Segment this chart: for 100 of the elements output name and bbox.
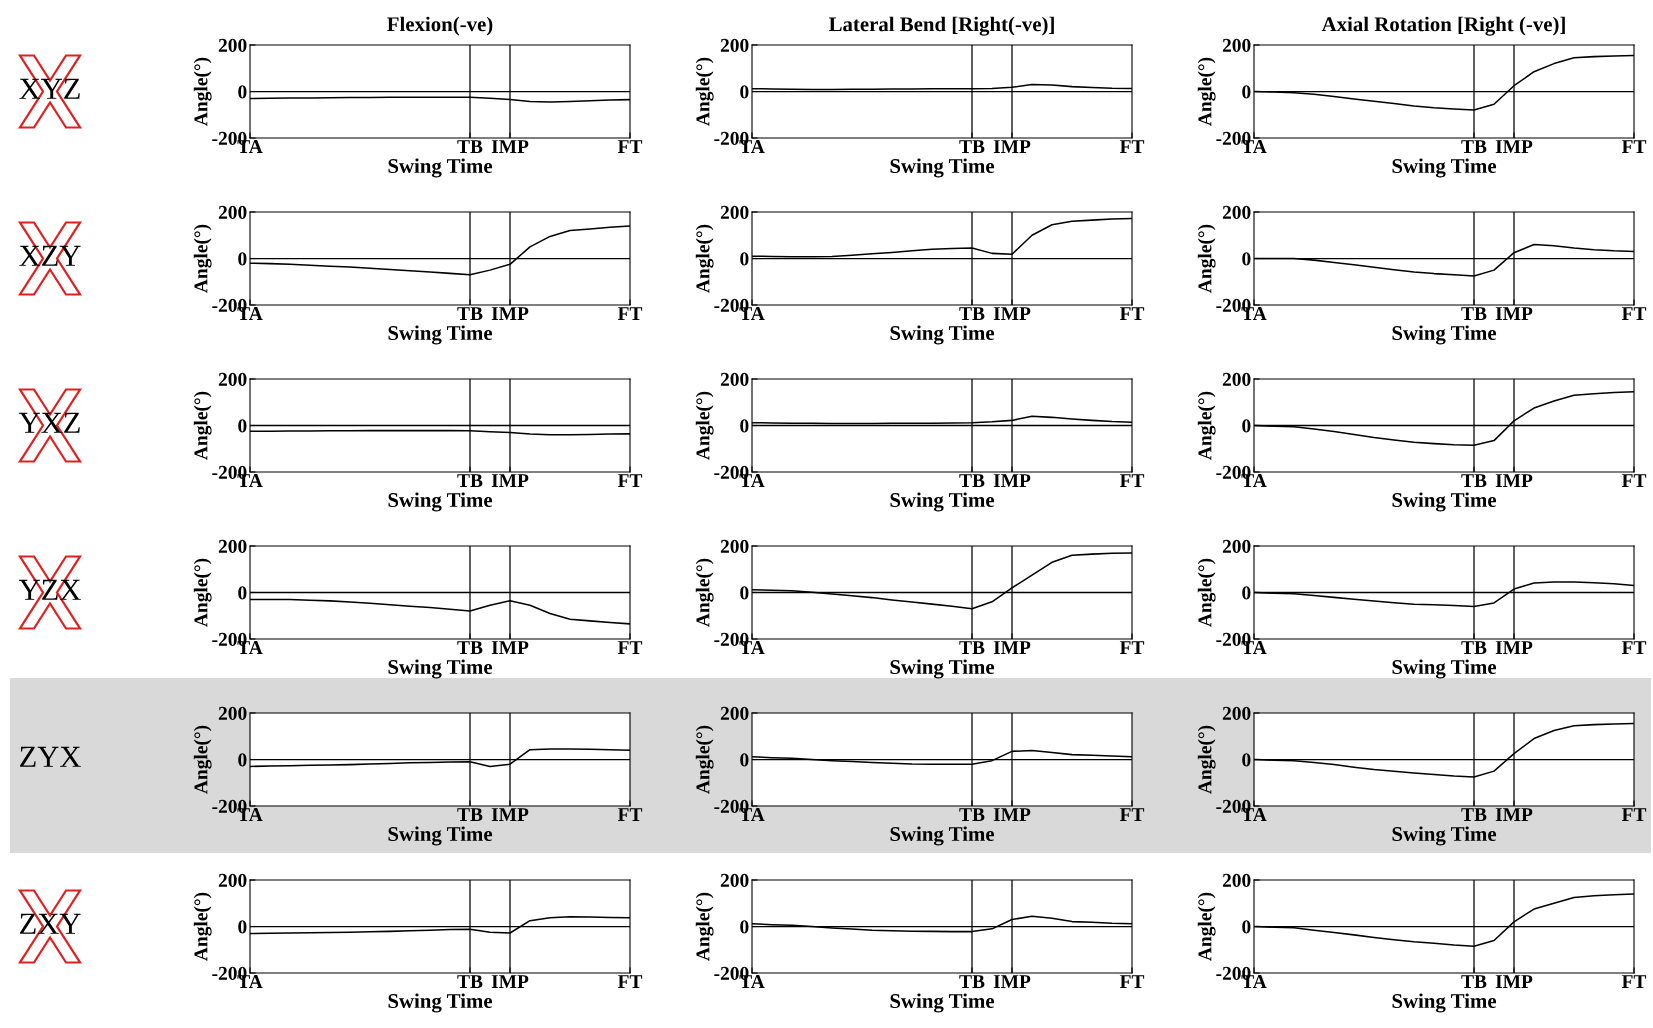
y-tick-label: 0 bbox=[740, 920, 749, 934]
x-axis-title: Swing Time bbox=[890, 158, 995, 178]
y-axis-title: Angle(°) bbox=[1197, 57, 1216, 126]
y-tick-label: 0 bbox=[740, 252, 749, 266]
chart-title: Axial Rotation [Right (-ve)] bbox=[1321, 16, 1565, 36]
x-tick-label: TB bbox=[457, 641, 483, 654]
y-tick-label: 0 bbox=[1242, 252, 1251, 266]
y-tick-label: 0 bbox=[238, 753, 247, 767]
x-tick-label: TB bbox=[959, 307, 985, 320]
y-tick-label: 0 bbox=[238, 85, 247, 99]
y-axis-title: Angle(°) bbox=[193, 391, 212, 460]
x-tick-label: IMP bbox=[993, 808, 1031, 821]
x-tick-label: IMP bbox=[1495, 307, 1533, 320]
y-tick-label: 200 bbox=[720, 205, 749, 219]
y-axis-title: Angle(°) bbox=[695, 224, 714, 293]
x-axis-title: Swing Time bbox=[890, 325, 995, 345]
x-axis-title: Swing Time bbox=[388, 492, 493, 512]
x-tick-label: FT bbox=[1119, 307, 1145, 320]
x-tick-label: FT bbox=[1621, 140, 1647, 153]
y-axis-title: Angle(°) bbox=[1197, 892, 1216, 961]
x-axis-title: Swing Time bbox=[388, 325, 493, 345]
x-axis-title: Swing Time bbox=[890, 492, 995, 512]
x-tick-label: TB bbox=[959, 641, 985, 654]
y-axis-title: Angle(°) bbox=[193, 892, 212, 961]
x-tick-label: IMP bbox=[993, 975, 1031, 988]
y-axis-title: Angle(°) bbox=[695, 391, 714, 460]
y-axis-title: Angle(°) bbox=[1197, 224, 1216, 293]
x-tick-label: IMP bbox=[491, 808, 529, 821]
x-tick-label: FT bbox=[1621, 975, 1647, 988]
y-tick-label: 200 bbox=[218, 706, 247, 720]
x-tick-label: TB bbox=[457, 808, 483, 821]
y-tick-label: 0 bbox=[1242, 753, 1251, 767]
chart-title: Lateral Bend [Right(-ve)] bbox=[828, 16, 1054, 36]
x-tick-label: IMP bbox=[491, 641, 529, 654]
y-tick-label: 200 bbox=[218, 372, 247, 386]
y-axis-title: Angle(°) bbox=[695, 892, 714, 961]
y-tick-label: 200 bbox=[720, 539, 749, 553]
x-tick-label: TB bbox=[457, 975, 483, 988]
x-tick-label: FT bbox=[1621, 474, 1647, 487]
x-tick-label: FT bbox=[1621, 307, 1647, 320]
y-tick-label: 200 bbox=[1222, 539, 1251, 553]
text: ZYX bbox=[20, 746, 81, 767]
x-tick-label: IMP bbox=[993, 307, 1031, 320]
y-tick-label: 200 bbox=[1222, 372, 1251, 386]
y-tick-label: 200 bbox=[720, 38, 749, 52]
y-tick-label: 200 bbox=[218, 38, 247, 52]
y-tick-label: 200 bbox=[1222, 873, 1251, 887]
y-tick-label: 0 bbox=[740, 753, 749, 767]
y-tick-label: 200 bbox=[218, 539, 247, 553]
x-axis-title: Swing Time bbox=[1392, 826, 1497, 846]
x-axis-title: Swing Time bbox=[1392, 993, 1497, 1013]
x-tick-label: IMP bbox=[491, 307, 529, 320]
y-tick-label: 0 bbox=[238, 419, 247, 433]
x-axis-title: Swing Time bbox=[388, 826, 493, 846]
y-tick-label: 200 bbox=[720, 873, 749, 887]
x-tick-label: IMP bbox=[491, 975, 529, 988]
x-tick-label: IMP bbox=[993, 140, 1031, 153]
x-tick-label: FT bbox=[1119, 808, 1145, 821]
x-tick-label: TB bbox=[1461, 474, 1487, 487]
chart-title: Flexion(-ve) bbox=[387, 16, 493, 36]
x-tick-label: TB bbox=[457, 307, 483, 320]
x-tick-label: IMP bbox=[1495, 808, 1533, 821]
x-tick-label: IMP bbox=[993, 641, 1031, 654]
y-tick-label: 200 bbox=[218, 873, 247, 887]
x-tick-label: TB bbox=[959, 975, 985, 988]
x-tick-label: FT bbox=[1621, 808, 1647, 821]
y-tick-label: 0 bbox=[238, 586, 247, 600]
y-tick-label: 0 bbox=[1242, 920, 1251, 934]
y-tick-label: 0 bbox=[238, 252, 247, 266]
x-tick-label: FT bbox=[617, 307, 643, 320]
x-tick-label: TB bbox=[1461, 307, 1487, 320]
y-axis-title: Angle(°) bbox=[193, 57, 212, 126]
x-tick-label: FT bbox=[617, 474, 643, 487]
y-tick-label: 0 bbox=[740, 586, 749, 600]
y-tick-label: 0 bbox=[740, 85, 749, 99]
x-tick-label: TB bbox=[457, 474, 483, 487]
x-tick-label: FT bbox=[617, 808, 643, 821]
x-axis-title: Swing Time bbox=[1392, 158, 1497, 178]
y-tick-label: 0 bbox=[740, 419, 749, 433]
x-tick-label: FT bbox=[617, 641, 643, 654]
y-axis-title: Angle(°) bbox=[193, 558, 212, 627]
x-tick-label: FT bbox=[617, 975, 643, 988]
y-tick-label: 200 bbox=[720, 706, 749, 720]
x-axis-title: Swing Time bbox=[388, 158, 493, 178]
x-axis-title: Swing Time bbox=[1392, 492, 1497, 512]
x-axis-title: Swing Time bbox=[388, 993, 493, 1013]
x-tick-label: FT bbox=[1119, 474, 1145, 487]
y-tick-label: 200 bbox=[1222, 205, 1251, 219]
y-tick-label: 200 bbox=[720, 372, 749, 386]
x-axis-title: Swing Time bbox=[890, 993, 995, 1013]
x-tick-label: IMP bbox=[491, 474, 529, 487]
y-tick-label: 0 bbox=[1242, 586, 1251, 600]
x-axis-title: Swing Time bbox=[890, 826, 995, 846]
y-axis-title: Angle(°) bbox=[695, 57, 714, 126]
x-tick-label: TB bbox=[1461, 641, 1487, 654]
y-tick-label: 0 bbox=[1242, 85, 1251, 99]
x-tick-label: FT bbox=[617, 140, 643, 153]
y-axis-title: Angle(°) bbox=[695, 725, 714, 794]
y-tick-label: 200 bbox=[218, 205, 247, 219]
x-tick-label: FT bbox=[1119, 975, 1145, 988]
